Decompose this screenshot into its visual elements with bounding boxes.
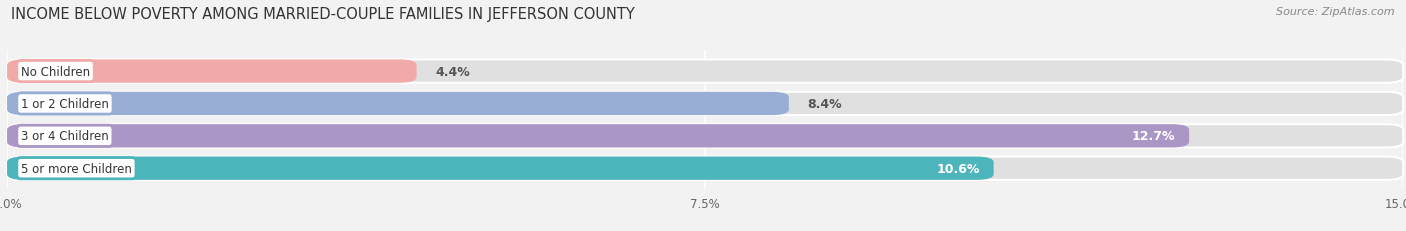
Text: 10.6%: 10.6% bbox=[936, 162, 980, 175]
FancyBboxPatch shape bbox=[7, 92, 1403, 116]
Text: No Children: No Children bbox=[21, 65, 90, 78]
Text: 4.4%: 4.4% bbox=[436, 65, 470, 78]
Text: 12.7%: 12.7% bbox=[1132, 130, 1175, 143]
FancyBboxPatch shape bbox=[7, 60, 416, 83]
FancyBboxPatch shape bbox=[7, 60, 1403, 83]
Text: 1 or 2 Children: 1 or 2 Children bbox=[21, 97, 108, 110]
Text: Source: ZipAtlas.com: Source: ZipAtlas.com bbox=[1277, 7, 1395, 17]
Text: 8.4%: 8.4% bbox=[807, 97, 842, 110]
Text: INCOME BELOW POVERTY AMONG MARRIED-COUPLE FAMILIES IN JEFFERSON COUNTY: INCOME BELOW POVERTY AMONG MARRIED-COUPL… bbox=[11, 7, 636, 22]
Text: 3 or 4 Children: 3 or 4 Children bbox=[21, 130, 108, 143]
FancyBboxPatch shape bbox=[7, 92, 789, 116]
FancyBboxPatch shape bbox=[7, 157, 994, 180]
FancyBboxPatch shape bbox=[7, 125, 1403, 148]
FancyBboxPatch shape bbox=[7, 125, 1189, 148]
FancyBboxPatch shape bbox=[7, 157, 1403, 180]
Text: 5 or more Children: 5 or more Children bbox=[21, 162, 132, 175]
